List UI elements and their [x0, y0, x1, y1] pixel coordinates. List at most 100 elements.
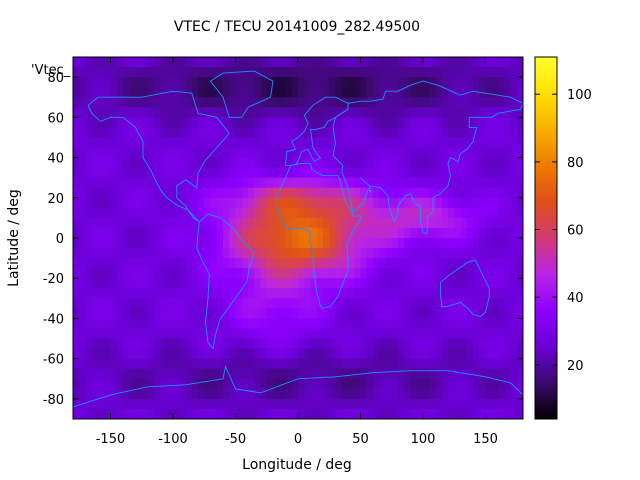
heatmap-cell [216, 398, 224, 410]
heatmap-cell [91, 238, 99, 249]
heatmap-cell [73, 157, 80, 169]
heatmap-cell [341, 177, 349, 189]
heatmap-cell [198, 388, 205, 400]
heatmap-cell [223, 157, 230, 169]
heatmap-cell [291, 187, 299, 199]
heatmap-cell [141, 107, 149, 118]
heatmap-cell [141, 157, 149, 169]
heatmap-cell [85, 268, 93, 279]
heatmap-cell [248, 328, 255, 339]
heatmap-cell [235, 167, 243, 179]
heatmap-cell [435, 197, 443, 209]
heatmap-cell [266, 408, 274, 420]
heatmap-cell [260, 238, 268, 249]
heatmap-cell [323, 107, 330, 118]
heatmap-cell [116, 398, 124, 410]
heatmap-cell [341, 268, 349, 279]
heatmap-cell [335, 77, 343, 88]
heatmap-cell [429, 278, 436, 289]
heatmap-cell [235, 248, 243, 259]
heatmap-cell [391, 107, 399, 118]
heatmap-cell [473, 57, 480, 68]
heatmap-cell [441, 67, 449, 78]
heatmap-cell [385, 87, 393, 98]
heatmap-cell [491, 207, 499, 219]
heatmap-cell [404, 197, 411, 209]
heatmap-cell [116, 167, 124, 179]
heatmap-cell [141, 57, 149, 68]
heatmap-cell [423, 157, 430, 169]
heatmap-cell [423, 167, 430, 179]
heatmap-cell [448, 278, 455, 289]
heatmap-cell [191, 268, 199, 279]
heatmap-cell [410, 278, 418, 289]
heatmap-cell [341, 217, 349, 229]
heatmap-cell [360, 197, 368, 209]
heatmap-cell [516, 107, 524, 118]
heatmap-cell [166, 157, 174, 169]
heatmap-cell [110, 288, 118, 299]
heatmap-cell [323, 117, 330, 128]
heatmap-cell [323, 328, 330, 339]
heatmap-cell [441, 268, 449, 279]
heatmap-cell [335, 278, 343, 289]
heatmap-cell [454, 77, 461, 88]
x-tick-label: 50 [352, 432, 369, 447]
heatmap-cell [504, 408, 511, 420]
heatmap-cell [110, 77, 118, 88]
heatmap-cell [260, 57, 268, 68]
heatmap-cell [123, 87, 130, 98]
heatmap-cell [448, 197, 455, 209]
heatmap-cell [204, 167, 211, 179]
heatmap-cell [441, 197, 449, 209]
heatmap-cell [329, 217, 336, 229]
heatmap-cell [491, 298, 499, 309]
heatmap-cell [310, 207, 318, 219]
heatmap-cell [366, 127, 374, 138]
heatmap-cell [354, 157, 361, 169]
heatmap-cell [273, 57, 280, 68]
heatmap-cell [510, 248, 518, 259]
heatmap-cell [460, 117, 468, 128]
heatmap-cell [148, 167, 155, 179]
heatmap-cell [110, 117, 118, 128]
heatmap-cell [348, 127, 355, 138]
heatmap-cell [166, 67, 174, 78]
heatmap-cell [448, 147, 455, 158]
heatmap-cell [454, 117, 461, 128]
heatmap-cell [291, 127, 299, 138]
heatmap-cell [148, 288, 155, 299]
heatmap-cell [173, 318, 180, 329]
heatmap-cell [123, 388, 130, 400]
heatmap-cell [198, 328, 205, 339]
heatmap-cell [104, 258, 111, 269]
heatmap-cell [373, 318, 380, 329]
heatmap-cell [91, 137, 99, 148]
heatmap-cell [204, 368, 211, 380]
heatmap-cell [504, 177, 511, 189]
heatmap-cell [391, 157, 399, 169]
heatmap-cell [73, 358, 80, 370]
heatmap-cell [254, 177, 261, 189]
heatmap-cell [223, 368, 230, 380]
heatmap-cell [135, 97, 143, 108]
heatmap-cell [204, 157, 211, 169]
heatmap-cell [185, 268, 193, 279]
heatmap-cell [429, 227, 436, 239]
heatmap-cell [410, 117, 418, 128]
heatmap-cell [379, 137, 386, 148]
heatmap-cell [466, 157, 474, 169]
heatmap-cell [485, 268, 493, 279]
heatmap-cell [204, 177, 211, 189]
heatmap-cell [141, 187, 149, 199]
heatmap-cell [310, 197, 318, 209]
heatmap-cell [104, 398, 111, 410]
heatmap-cell [260, 167, 268, 179]
heatmap-cell [216, 328, 224, 339]
heatmap-cell [241, 127, 249, 138]
heatmap-cell [98, 167, 105, 179]
heatmap-cell [504, 207, 511, 219]
heatmap-cell [423, 388, 430, 400]
heatmap-cell [385, 157, 393, 169]
heatmap-cell [216, 258, 224, 269]
